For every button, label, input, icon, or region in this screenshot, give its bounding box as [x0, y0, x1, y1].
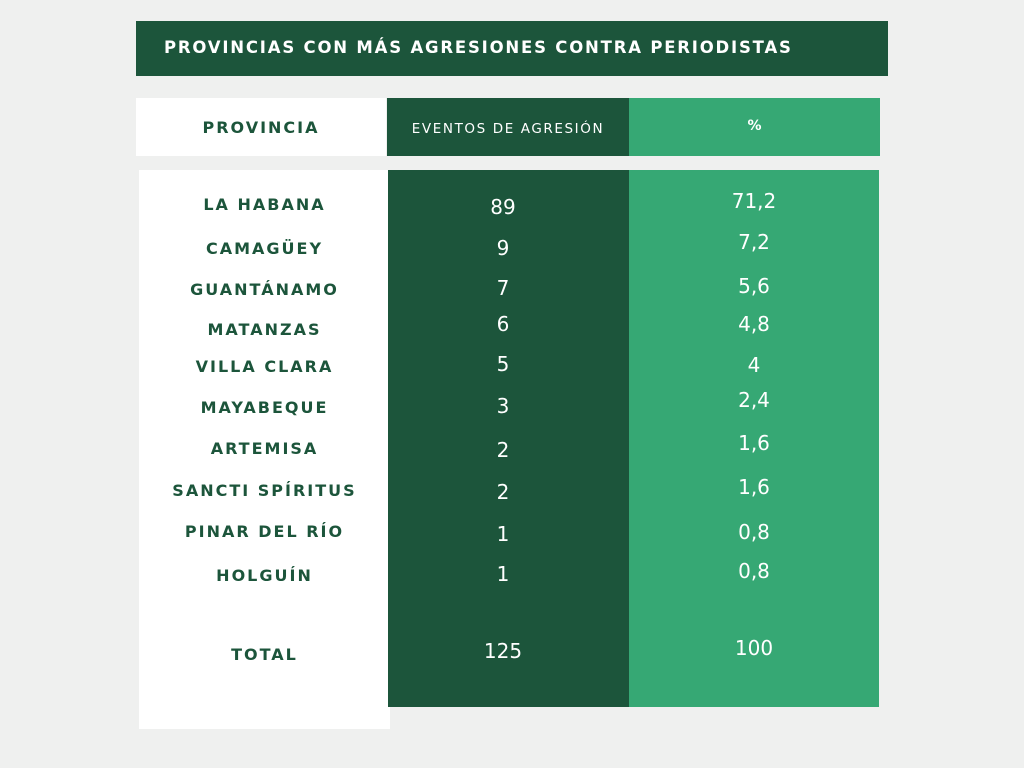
row-provincia: PINAR DEL RÍO [184, 522, 345, 541]
row-porcentaje: 0,8 [738, 559, 770, 583]
total-eventos: 125 [483, 639, 523, 663]
row-provincia: MATANZAS [207, 320, 322, 339]
row-porcentaje: 4 [747, 353, 761, 377]
row-eventos: 7 [496, 276, 510, 300]
row-eventos: 3 [496, 394, 510, 418]
header-porcentaje-label: % [747, 118, 762, 134]
row-porcentaje: 5,6 [738, 274, 770, 298]
row-provincia: SANCTI SPÍRITUS [172, 481, 357, 500]
page-title: PROVINCIAS CON MÁS AGRESIONES CONTRA PER… [164, 38, 793, 57]
row-provincia: GUANTÁNAMO [190, 280, 339, 299]
title-banner: PROVINCIAS CON MÁS AGRESIONES CONTRA PER… [136, 21, 888, 76]
row-provincia: CAMAGÜEY [205, 239, 324, 258]
row-provincia: HOLGUÍN [216, 566, 313, 585]
header-provincia: PROVINCIA [136, 98, 386, 156]
row-provincia: ARTEMISA [210, 439, 319, 458]
header-porcentaje: % [629, 98, 880, 156]
header-eventos-label: EVENTOS DE AGRESIÓN [411, 121, 605, 137]
row-porcentaje: 0,8 [738, 520, 770, 544]
row-eventos: 1 [496, 562, 510, 586]
row-provincia: MAYABEQUE [200, 398, 329, 417]
column-eventos: 89 9 7 6 5 3 2 2 1 1 125 [388, 170, 629, 707]
column-porcentaje: 71,2 7,2 5,6 4,8 4 2,4 1,6 1,6 0,8 0,8 1… [629, 170, 879, 707]
column-provincia: LA HABANA CAMAGÜEY GUANTÁNAMO MATANZAS V… [139, 170, 390, 729]
row-eventos: 5 [496, 352, 510, 376]
row-eventos: 2 [496, 438, 510, 462]
header-provincia-label: PROVINCIA [202, 118, 320, 137]
header-eventos: EVENTOS DE AGRESIÓN [387, 98, 629, 156]
row-eventos: 6 [496, 312, 510, 336]
row-eventos: 2 [496, 480, 510, 504]
row-provincia: VILLA CLARA [195, 357, 334, 376]
row-eventos: 1 [496, 522, 510, 546]
row-porcentaje: 2,4 [738, 388, 770, 412]
row-porcentaje: 71,2 [731, 189, 777, 213]
row-porcentaje: 7,2 [738, 230, 770, 254]
total-label: TOTAL [231, 645, 298, 664]
row-porcentaje: 1,6 [738, 475, 770, 499]
total-porcentaje: 100 [734, 636, 774, 660]
row-porcentaje: 4,8 [738, 312, 770, 336]
row-porcentaje: 1,6 [738, 431, 770, 455]
row-provincia: LA HABANA [203, 195, 326, 214]
row-eventos: 9 [496, 236, 510, 260]
row-eventos: 89 [490, 195, 516, 219]
